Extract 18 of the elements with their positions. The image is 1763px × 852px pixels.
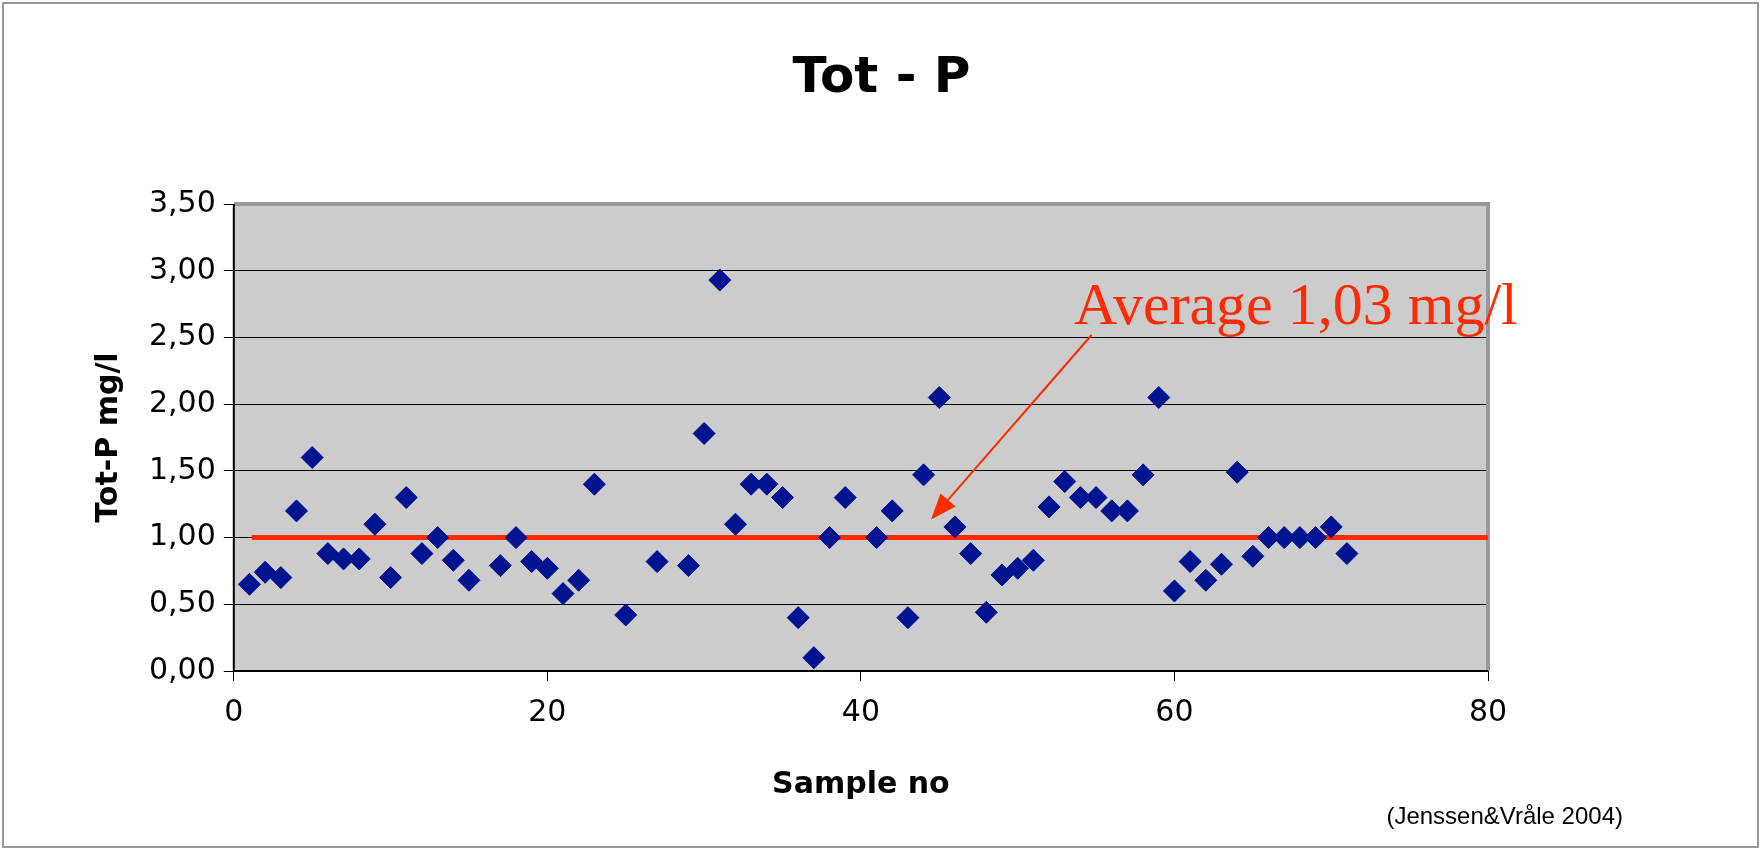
y-tick-label: 2,50 [149, 317, 216, 353]
y-tick-label: 0,00 [149, 650, 216, 686]
y-axis-title: Tot-P mg/l [88, 352, 124, 523]
x-tick-label: 80 [1468, 692, 1508, 728]
x-tick-label: 0 [224, 692, 244, 728]
chart-title: Tot - P [791, 46, 972, 104]
y-tick-label: 1,50 [149, 450, 216, 486]
x-tick-label: 40 [841, 692, 880, 728]
text: (Jenssen&Vråle 2004) [1386, 802, 1623, 830]
ref-line-label: Average 1,03 mg/l [1074, 270, 1518, 339]
y-tick-label: 2,00 [149, 383, 216, 419]
x-tick-label: 20 [528, 692, 567, 728]
x-axis-title: Sample no [772, 764, 950, 800]
y-tick-label: 3,00 [149, 250, 216, 286]
y-tick-label: 0,50 [149, 584, 216, 620]
y-tick-label: 1,00 [149, 517, 216, 553]
y-tick-label: 3,50 [149, 183, 216, 219]
x-tick-label: 60 [1155, 692, 1194, 728]
